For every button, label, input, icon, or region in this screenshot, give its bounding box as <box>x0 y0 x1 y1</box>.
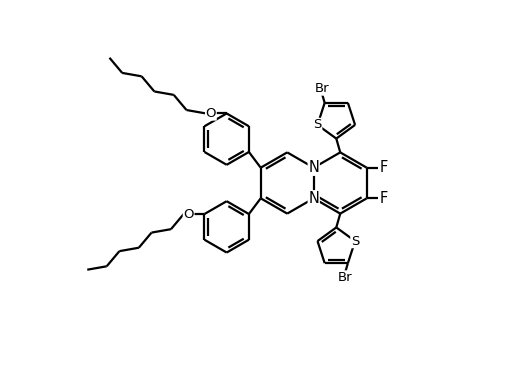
Text: O: O <box>183 208 194 221</box>
Text: N: N <box>308 160 319 175</box>
Text: S: S <box>313 119 322 131</box>
Text: F: F <box>380 191 388 206</box>
Text: S: S <box>351 235 359 247</box>
Text: N: N <box>308 191 319 206</box>
Text: Br: Br <box>338 271 353 284</box>
Text: O: O <box>206 107 216 120</box>
Text: F: F <box>380 160 388 175</box>
Text: Br: Br <box>315 82 330 95</box>
